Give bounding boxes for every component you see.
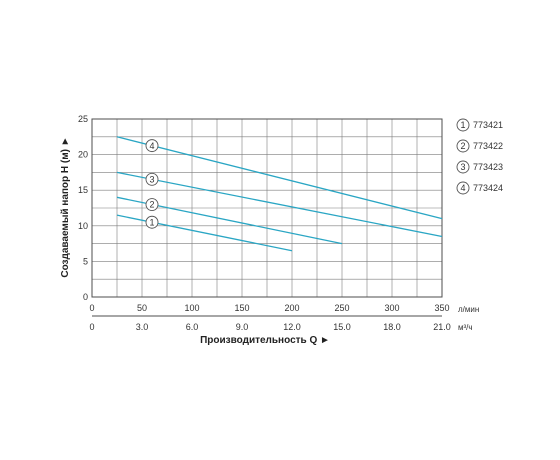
- x-tick-label-lmin: 150: [234, 303, 249, 313]
- series-badge-3: 3: [145, 172, 159, 186]
- legend-badge: [456, 118, 470, 132]
- x-tick-label-lmin: 200: [284, 303, 299, 313]
- x-tick-label-m3h: 21.0: [433, 322, 451, 332]
- legend-label: 773421: [473, 120, 503, 130]
- y-tick-label: 5: [83, 256, 88, 266]
- x-tick-label-lmin: 250: [334, 303, 349, 313]
- legend-item-773423: 3 773423: [456, 160, 503, 174]
- x-tick-label-lmin: 0: [89, 303, 94, 313]
- series-line-773424: [116, 136, 443, 220]
- legend-label: 773424: [473, 183, 503, 193]
- x-axis-title: Производительность Q ►: [200, 335, 330, 346]
- series-line-773421: [116, 214, 293, 252]
- badge-circle: [145, 172, 159, 186]
- x-unit-m3h: м³/ч: [458, 323, 473, 332]
- legend-badge: [456, 139, 470, 153]
- legend-badge-number: 1: [460, 120, 465, 130]
- y-tick-label: 0: [83, 292, 88, 302]
- badge-circle: [145, 215, 159, 229]
- x-tick-label-lmin: 300: [384, 303, 399, 313]
- series-lines: [116, 136, 443, 252]
- y-tick-label: 15: [78, 185, 88, 195]
- y-axis-title: Создаваемый напор H (м) ►: [60, 136, 71, 277]
- legend-item-773422: 2 773422: [456, 139, 503, 153]
- legend-label: 773422: [473, 141, 503, 151]
- plot-border: [91, 118, 443, 298]
- legend-item-773421: 1 773421: [456, 118, 503, 132]
- x-tick-labels-lmin: 0 50 100 150 200 250 300 350: [89, 303, 449, 313]
- series-badges: 1 2 3 4: [145, 139, 159, 229]
- x-tick-label-m3h: 12.0: [283, 322, 301, 332]
- legend-item-773424: 4 773424: [456, 181, 503, 195]
- x-tick-label-m3h: 18.0: [383, 322, 401, 332]
- x-tick-label-lmin: 50: [137, 303, 147, 313]
- badge-number: 1: [149, 217, 154, 227]
- x-tick-label-m3h: 9.0: [236, 322, 249, 332]
- legend-badge-number: 3: [460, 162, 465, 172]
- x-tick-label-lmin: 350: [434, 303, 449, 313]
- x-tick-label-m3h: 15.0: [333, 322, 351, 332]
- y-tick-label: 10: [78, 221, 88, 231]
- x-tick-label-m3h: 6.0: [186, 322, 199, 332]
- legend-badge-number: 2: [460, 141, 465, 151]
- badge-circle: [145, 139, 159, 153]
- badge-number: 3: [149, 175, 154, 185]
- x-tick-label-lmin: 100: [184, 303, 199, 313]
- legend: 1 773421 2 773422 3 773423 4 773424: [456, 118, 503, 195]
- legend-label: 773423: [473, 162, 503, 172]
- series-badge-4: 4: [145, 139, 159, 153]
- series-line-773423: [116, 171, 443, 238]
- grid-lines: [92, 119, 442, 297]
- series-badge-1: 1: [145, 215, 159, 229]
- y-tick-labels: 0 5 10 15 20 25: [78, 114, 88, 302]
- badge-circle: [145, 198, 159, 211]
- y-tick-label: 25: [78, 114, 88, 124]
- x-tick-labels-m3h: 0 3.0 6.0 9.0 12.0 15.0 18.0 21.0: [89, 322, 450, 332]
- legend-badge: [456, 160, 470, 174]
- x-tick-label-m3h: 0: [89, 322, 94, 332]
- x-tick-label-m3h: 3.0: [136, 322, 149, 332]
- series-badge-2: 2: [145, 198, 159, 211]
- legend-badge: [456, 181, 470, 195]
- x-unit-lmin: л/мин: [458, 305, 479, 314]
- badge-number: 2: [149, 200, 154, 210]
- badge-number: 4: [149, 141, 154, 151]
- legend-badge-number: 4: [460, 183, 465, 193]
- plot-frame: [91, 118, 443, 317]
- y-tick-label: 20: [78, 150, 88, 160]
